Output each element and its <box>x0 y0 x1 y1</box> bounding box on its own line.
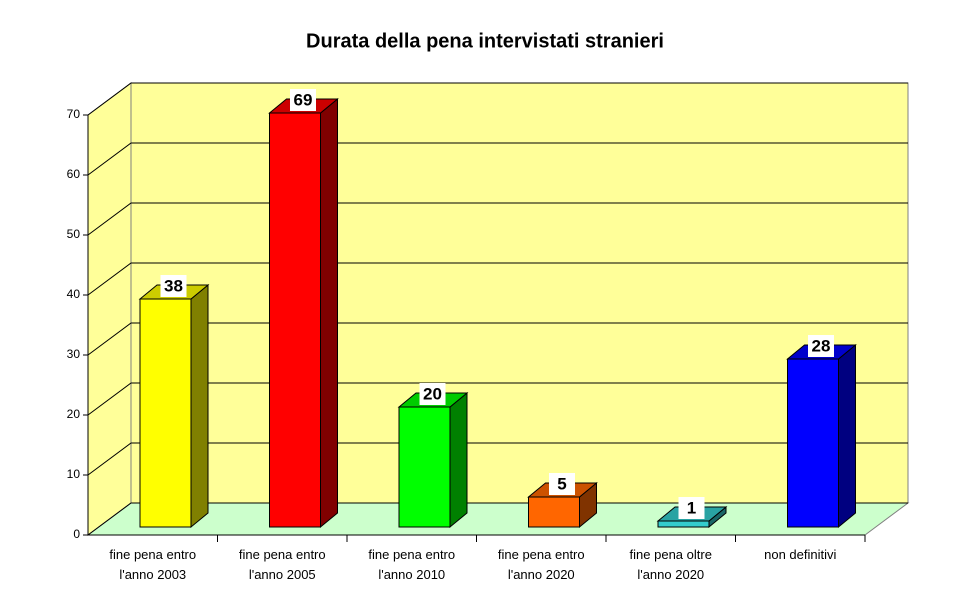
value-label: 20 <box>423 384 442 403</box>
bar <box>269 112 321 528</box>
y-tick-label: 30 <box>67 347 81 361</box>
value-label-box <box>678 497 705 519</box>
x-tick-label: fine pena oltre l'anno 2020 <box>629 547 712 582</box>
grid-line <box>87 502 908 536</box>
value-label-box <box>808 335 834 357</box>
bar <box>139 298 192 528</box>
grid-line <box>87 322 908 356</box>
x-tick-label: fine pena entro l'anno 2010 <box>368 547 456 582</box>
value-label-box <box>419 383 446 405</box>
y-tick-label: 0 <box>73 527 80 541</box>
bar <box>657 520 710 528</box>
back-wall <box>130 82 909 504</box>
grid-line <box>87 202 908 236</box>
bar-side <box>190 283 209 529</box>
y-tick-label: 70 <box>67 107 81 121</box>
bar <box>787 358 839 528</box>
grid-line <box>87 442 908 476</box>
y-tick-label: 40 <box>67 287 81 301</box>
grid-line <box>87 142 908 176</box>
bar <box>398 406 451 528</box>
value-label-box <box>549 473 575 495</box>
grid-line <box>87 262 908 296</box>
value-label: 69 <box>294 90 313 109</box>
floor <box>86 502 910 536</box>
bar-side <box>320 97 338 529</box>
y-tick-label: 50 <box>67 227 81 241</box>
bar-side <box>838 343 856 529</box>
value-label: 5 <box>557 474 566 493</box>
x-tick-label: non definitivi <box>764 547 837 562</box>
value-label-box <box>160 275 187 297</box>
x-tick-label: fine pena entro l'anno 2005 <box>238 547 326 582</box>
value-label-box <box>290 89 316 111</box>
x-tick-label: fine pena entro l'anno 2003 <box>109 547 197 582</box>
side-wall <box>87 82 132 536</box>
bar <box>528 496 580 528</box>
x-tick-label: fine pena entro l'anno 2020 <box>497 547 585 582</box>
grid-line <box>87 82 908 116</box>
value-label: 38 <box>164 276 183 295</box>
chart-title: Durata della pena intervistati stranieri <box>306 30 664 52</box>
grid-line <box>87 382 908 416</box>
y-tick-label: 10 <box>67 467 81 481</box>
y-tick-label: 20 <box>67 407 81 421</box>
value-label: 1 <box>687 498 696 517</box>
y-tick-label: 60 <box>67 167 81 181</box>
bar-side <box>449 391 468 529</box>
value-label: 28 <box>812 336 831 355</box>
